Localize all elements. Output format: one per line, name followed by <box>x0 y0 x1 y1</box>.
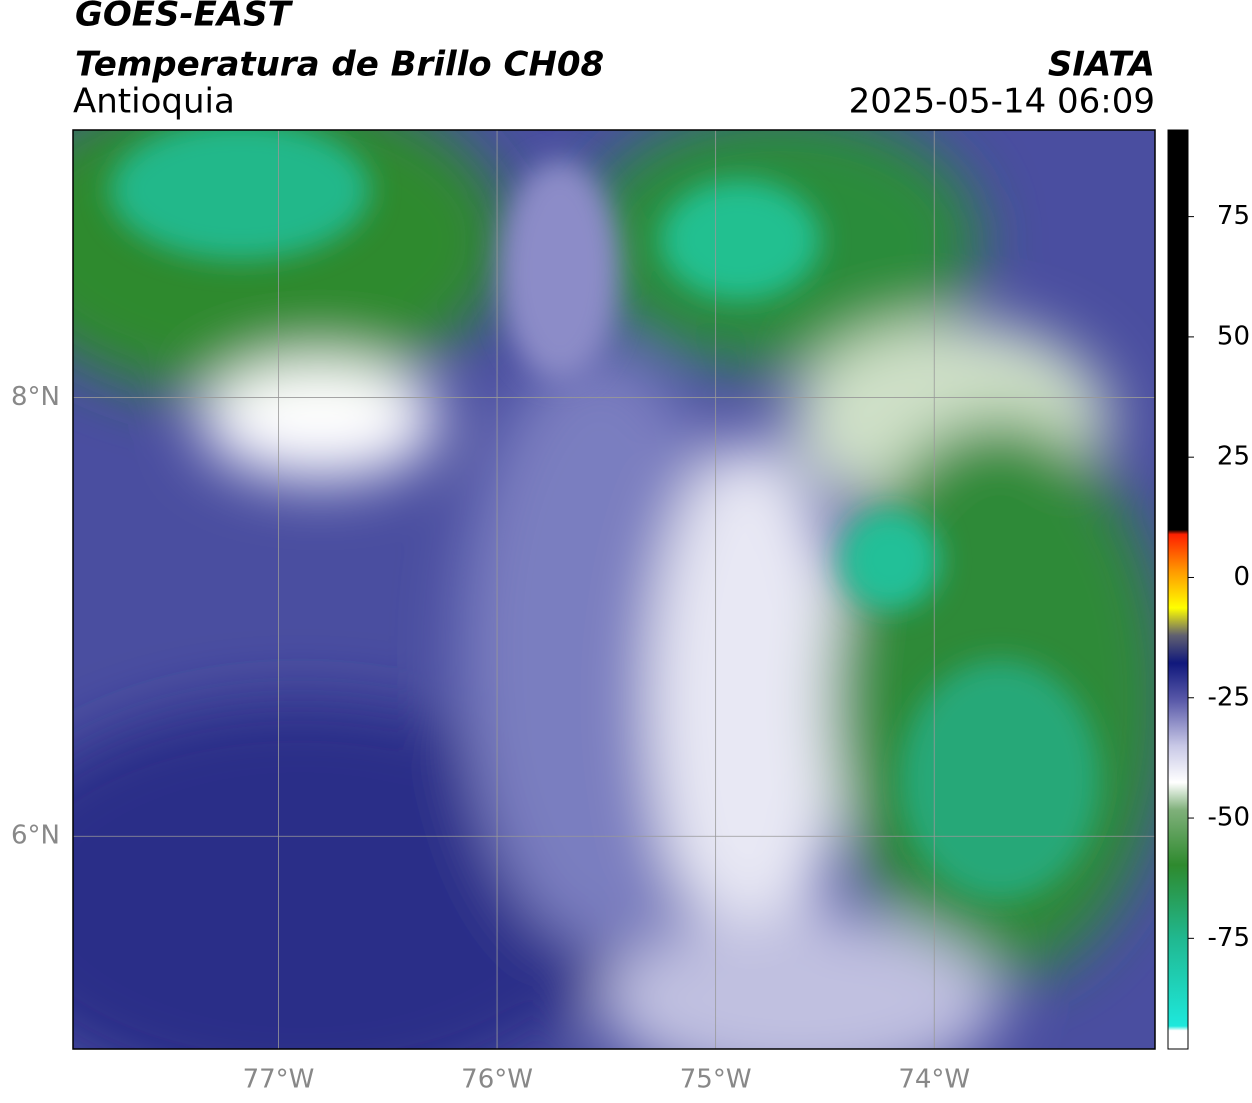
satellite-image <box>73 130 1155 1049</box>
region: Antioquia <box>73 82 235 122</box>
colorbar <box>1167 129 1189 1050</box>
lon-tick-label: 74°W <box>898 1065 970 1095</box>
title: GOES-EAST <box>75 0 294 35</box>
lat-tick-label: 8°N <box>11 382 60 412</box>
colorbar-tick-label: -50 <box>1208 803 1250 833</box>
colorbar-tick-label: -75 <box>1208 923 1250 953</box>
lon-tick-label: 77°W <box>243 1065 315 1095</box>
colorbar-tick-label: 0 <box>1233 562 1250 592</box>
colorbar-tick-label: 75 <box>1217 201 1250 231</box>
source: SIATA <box>1048 45 1155 85</box>
subtitle: Temperatura de Brillo CH08 <box>75 45 604 85</box>
datetime: 2025-05-14 06:09 <box>849 82 1155 122</box>
lat-tick-label: 6°N <box>11 821 60 851</box>
colorbar-tick-label: 50 <box>1217 321 1250 351</box>
colorbar-tick-label: -25 <box>1208 682 1250 712</box>
map-frame <box>72 129 1156 1050</box>
lon-tick-label: 75°W <box>680 1065 752 1095</box>
colorbar-tick-label: 25 <box>1217 442 1250 472</box>
lon-tick-label: 76°W <box>461 1065 533 1095</box>
